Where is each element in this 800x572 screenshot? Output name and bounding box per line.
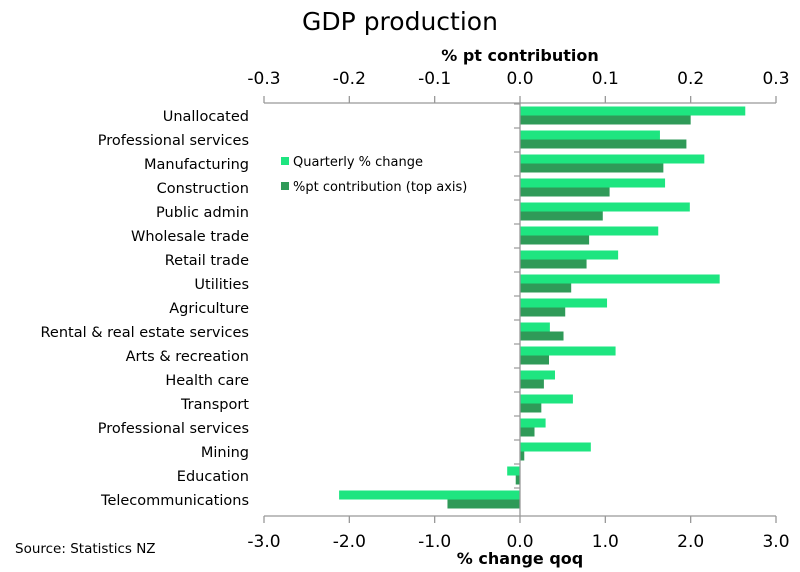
category-label: Mining (201, 445, 249, 461)
top-tick-label: -0.3 (247, 69, 280, 89)
bottom-tick-label: 3.0 (762, 532, 789, 552)
bar-quarterly-change (520, 250, 619, 260)
category-label: Telecommunications (100, 493, 249, 509)
bottom-tick-label: -1.0 (418, 532, 451, 552)
bar-quarterly-change (520, 202, 690, 212)
category-label: Agriculture (169, 301, 249, 317)
top-tick-label: -0.2 (333, 69, 366, 89)
chart-title: GDP production (302, 7, 498, 36)
category-label: Arts & recreation (126, 349, 249, 365)
bar-quarterly-change (520, 178, 666, 188)
bar-pt-contribution (520, 235, 590, 245)
bottom-tick-label: -3.0 (247, 532, 280, 552)
bar-pt-contribution (520, 427, 535, 437)
category-label: Retail trade (165, 253, 249, 269)
bar-pt-contribution (520, 403, 542, 413)
bottom-tick-label: 2.0 (677, 532, 704, 552)
legend-swatch (281, 157, 289, 165)
bar-quarterly-change (520, 370, 555, 380)
bar-pt-contribution (520, 283, 572, 293)
category-label: Rental & real estate services (40, 325, 249, 341)
top-tick-label: 0.3 (762, 69, 789, 89)
legend-label: %pt contribution (top axis) (293, 180, 467, 195)
bar-pt-contribution (447, 499, 520, 509)
bar-quarterly-change (520, 154, 705, 164)
category-label: Professional services (98, 421, 249, 437)
bar-pt-contribution (520, 211, 603, 221)
top-tick-label: 0.1 (592, 69, 619, 89)
bottom-tick-label: -2.0 (333, 532, 366, 552)
bar-quarterly-change (520, 418, 546, 428)
category-label: Manufacturing (144, 157, 249, 173)
category-label: Unallocated (163, 109, 249, 125)
top-tick-label: 0.0 (506, 69, 533, 89)
bar-quarterly-change (520, 106, 746, 116)
bottom-tick-label: 0.0 (506, 532, 533, 552)
bar-pt-contribution (520, 331, 564, 341)
bar-pt-contribution (520, 451, 525, 461)
source-note: Source: Statistics NZ (15, 541, 156, 557)
legend-swatch (281, 182, 289, 190)
bar-pt-contribution (520, 379, 544, 389)
bar-pt-contribution (520, 307, 566, 317)
category-label: Education (177, 469, 249, 485)
bar-quarterly-change (520, 130, 660, 140)
bar-quarterly-change (520, 442, 591, 452)
bar-quarterly-change (520, 274, 720, 284)
category-label: Health care (165, 373, 249, 389)
category-label: Utilities (194, 277, 249, 293)
bar-pt-contribution (520, 355, 550, 365)
bar-quarterly-change (520, 226, 659, 236)
legend-label: Quarterly % change (293, 155, 423, 170)
bottom-axis-label: % change qoq (457, 549, 583, 568)
top-axis-label: % pt contribution (441, 46, 599, 65)
bar-quarterly-change (339, 490, 520, 500)
bar-quarterly-change (507, 466, 520, 476)
category-label: Professional services (98, 133, 249, 149)
bottom-tick-label: 1.0 (592, 532, 619, 552)
bar-pt-contribution (520, 187, 610, 197)
category-label: Construction (157, 181, 249, 197)
top-tick-label: 0.2 (677, 69, 704, 89)
category-label: Transport (180, 397, 249, 413)
bar-pt-contribution (520, 259, 587, 269)
bar-quarterly-change (520, 346, 616, 356)
top-tick-label: -0.1 (418, 69, 451, 89)
bar-pt-contribution (515, 475, 520, 485)
bar-pt-contribution (520, 139, 687, 149)
bar-quarterly-change (520, 322, 550, 332)
bar-pt-contribution (520, 115, 691, 125)
bar-pt-contribution (520, 163, 664, 173)
category-label: Public admin (156, 205, 249, 221)
bar-quarterly-change (520, 298, 608, 308)
category-label: Wholesale trade (131, 229, 249, 245)
bar-quarterly-change (520, 394, 573, 404)
